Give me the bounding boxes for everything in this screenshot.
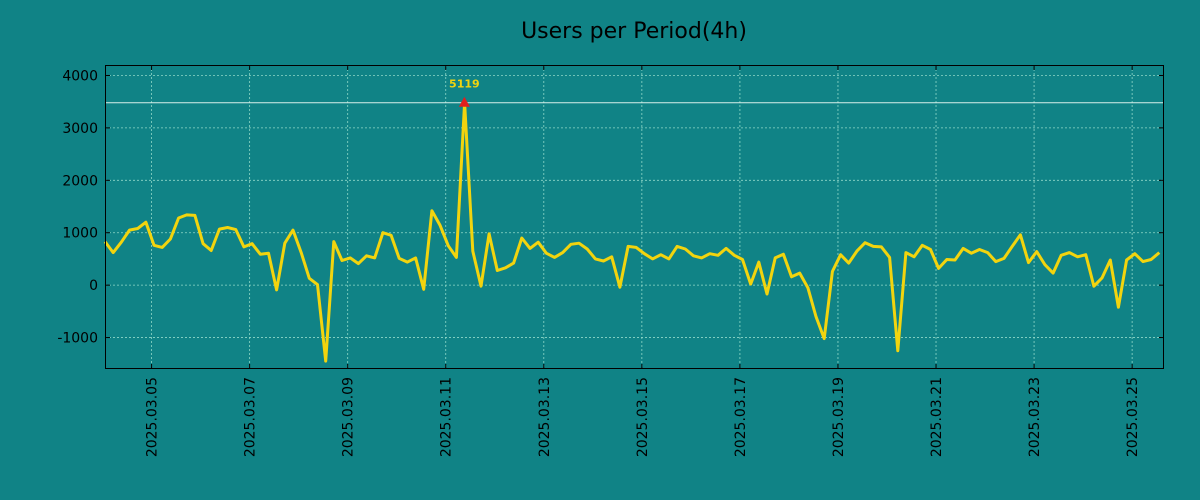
x-tick-label: 2025.03.05 bbox=[145, 377, 161, 457]
x-tick-label: 2025.03.21 bbox=[929, 377, 945, 457]
y-tick-label: 0 bbox=[89, 278, 98, 294]
x-tick-label: 2025.03.11 bbox=[439, 377, 455, 457]
chart-title: Users per Period(4h) bbox=[521, 19, 747, 44]
x-tick-label: 2025.03.17 bbox=[733, 377, 749, 457]
y-tick-label: -1000 bbox=[57, 331, 98, 347]
grid-lines bbox=[105, 65, 1164, 369]
axes: 4000 3000 2000 1000 0 -1000 2025.03.05 2025.03.… bbox=[57, 65, 1164, 457]
x-tick-label: 2025.03.09 bbox=[341, 377, 357, 457]
x-tick-label: 2025.03.15 bbox=[635, 377, 651, 457]
plot-frame bbox=[105, 65, 1164, 369]
x-tick-label: 2025.03.19 bbox=[831, 377, 847, 457]
x-tick-label: 2025.03.25 bbox=[1125, 377, 1141, 457]
y-tick-label: 1000 bbox=[62, 226, 98, 242]
series-line-users bbox=[103, 101, 1161, 363]
x-tick-label: 2025.03.13 bbox=[537, 377, 553, 457]
y-tick-label: 2000 bbox=[62, 173, 98, 189]
peak-marker-icon bbox=[458, 96, 470, 107]
y-tick-label: 4000 bbox=[62, 68, 98, 84]
y-tick-label: 3000 bbox=[62, 121, 98, 137]
x-tick-label: 2025.03.23 bbox=[1027, 377, 1043, 457]
x-tick-label: 2025.03.07 bbox=[243, 377, 259, 457]
peak-label: 5119 bbox=[449, 78, 480, 91]
